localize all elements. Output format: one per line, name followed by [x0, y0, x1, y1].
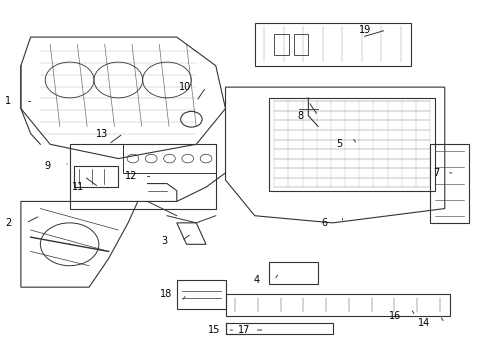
Text: 19: 19 — [360, 25, 372, 35]
Text: 5: 5 — [336, 139, 343, 149]
Text: 16: 16 — [389, 311, 401, 321]
Text: 6: 6 — [322, 218, 328, 228]
Text: 9: 9 — [44, 161, 50, 171]
Text: 18: 18 — [160, 289, 172, 299]
Text: 11: 11 — [72, 182, 84, 192]
Text: 17: 17 — [238, 325, 250, 335]
Text: 4: 4 — [253, 275, 260, 285]
Text: 15: 15 — [208, 325, 220, 335]
Text: 1: 1 — [5, 96, 11, 107]
Text: 12: 12 — [125, 171, 138, 181]
Text: 10: 10 — [179, 82, 192, 92]
Text: 14: 14 — [418, 318, 430, 328]
Text: 3: 3 — [161, 236, 167, 246]
Text: 13: 13 — [97, 129, 109, 139]
Text: 8: 8 — [297, 111, 303, 121]
Text: 2: 2 — [5, 218, 11, 228]
Text: 7: 7 — [434, 168, 440, 178]
